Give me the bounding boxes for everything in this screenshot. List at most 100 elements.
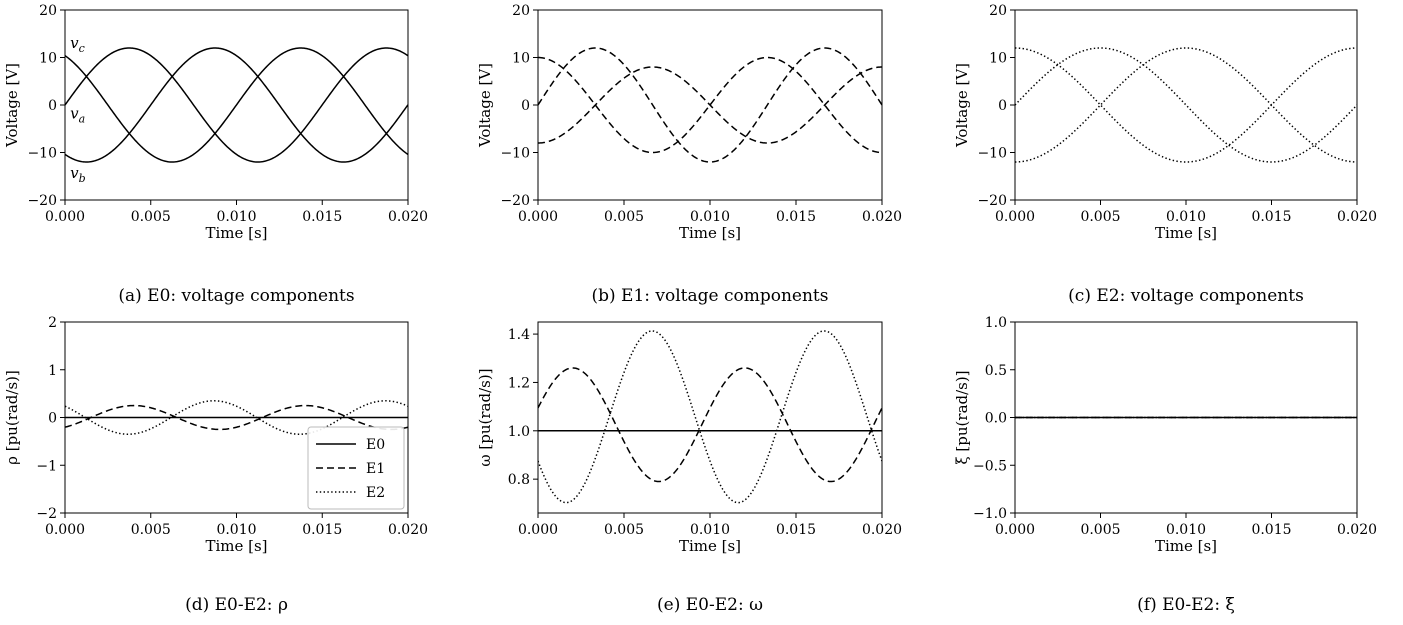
- x-tick-label: 0.015: [1251, 522, 1291, 538]
- chart-panel: 0.000 0.005 0.010 0.015 0.020 −2 −1 0 1 2 Time [s]…: [3, 315, 428, 615]
- x-axis-label: Time [s]: [1155, 224, 1217, 242]
- y-tick-label: −10: [977, 146, 1007, 162]
- y-tick-label: 1.2: [508, 375, 530, 391]
- chart-panel: 0.000 0.005 0.010 0.015 0.020 0.8 1.0 1.2 1.4 Tim…: [476, 321, 902, 615]
- phase-annotation: va: [70, 104, 85, 125]
- y-tick-label: −1: [36, 458, 57, 474]
- annotation-subscript: a: [79, 112, 86, 125]
- x-tick-label: 0.010: [1166, 209, 1206, 225]
- annotation-main: v: [70, 104, 79, 122]
- chart-panel: 0.000 0.005 0.010 0.015 0.020 −20 −10 0 10 20 Time…: [3, 3, 428, 306]
- x-tick-label: 0.000: [518, 522, 558, 538]
- panel-caption: (d) E0-E2: ρ: [185, 595, 288, 615]
- x-tick-label: 0.020: [862, 209, 902, 225]
- chart-panel: 0.000 0.005 0.010 0.015 0.020 −20 −10 0 10 20 Time…: [953, 3, 1377, 306]
- y-tick-label: −20: [27, 193, 57, 209]
- x-tick-label: 0.000: [995, 209, 1035, 225]
- y-tick-label: 0: [48, 411, 57, 427]
- y-tick-label: 0: [521, 98, 530, 114]
- series-line-1: [538, 367, 882, 483]
- x-tick-label: 0.010: [216, 209, 256, 225]
- x-tick-label: 0.000: [995, 522, 1035, 538]
- y-tick-label: 20: [512, 3, 530, 19]
- series-group: [538, 47, 882, 163]
- x-tick-label: 0.005: [1080, 522, 1120, 538]
- series-line-1: [65, 404, 408, 431]
- x-tick-label: 0.020: [388, 522, 428, 538]
- annotation-main: v: [70, 34, 79, 52]
- legend: E0 E1 E2: [307, 426, 405, 510]
- y-axis-label: ξ [pu(rad/s)]: [953, 370, 971, 464]
- x-tick-label: 0.015: [776, 522, 816, 538]
- y-tick-label: −1.0: [973, 506, 1007, 522]
- y-tick-label: 1.4: [508, 327, 530, 343]
- panel-caption: (e) E0-E2: ω: [657, 595, 763, 615]
- annotation-subscript: c: [79, 42, 85, 55]
- x-tick-label: 0.010: [216, 522, 256, 538]
- y-tick-label: −20: [977, 193, 1007, 209]
- series-group: [65, 400, 408, 435]
- y-tick-label: 1.0: [985, 315, 1007, 331]
- series-group: [1015, 47, 1357, 163]
- legend-label: E2: [366, 485, 385, 501]
- x-axis-label: Time [s]: [205, 537, 267, 555]
- x-tick-label: 0.005: [131, 209, 171, 225]
- panel-caption: (a) E0: voltage components: [118, 286, 354, 306]
- x-tick-label: 0.020: [1337, 522, 1377, 538]
- plot-frame: [537, 321, 883, 514]
- x-axis-label: Time [s]: [205, 224, 267, 242]
- series-line-2: [538, 66, 882, 144]
- y-axis-label: Voltage [V]: [3, 63, 21, 148]
- annotation-main: v: [70, 164, 79, 182]
- y-axis-label: Voltage [V]: [953, 63, 971, 148]
- y-axis-label: ρ [pu(rad/s)]: [3, 370, 21, 465]
- x-tick-label: 0.015: [776, 209, 816, 225]
- y-tick-label: 0: [998, 98, 1007, 114]
- y-tick-label: 10: [512, 51, 530, 67]
- y-tick-label: 10: [989, 51, 1007, 67]
- x-tick-label: 0.005: [131, 522, 171, 538]
- y-tick-label: −10: [27, 146, 57, 162]
- x-tick-label: 0.000: [45, 522, 85, 538]
- y-tick-label: 0.8: [508, 472, 530, 488]
- y-tick-label: −20: [500, 193, 530, 209]
- y-axis-label: ω [pu(rad/s)]: [476, 368, 494, 466]
- x-tick-label: 0.005: [604, 522, 644, 538]
- series-line-2: [65, 47, 408, 163]
- x-tick-label: 0.015: [302, 522, 342, 538]
- x-axis-label: Time [s]: [679, 224, 741, 242]
- phase-annotation: vb: [70, 164, 86, 185]
- x-axis-label: Time [s]: [1155, 537, 1217, 555]
- y-tick-label: 1.0: [508, 424, 530, 440]
- y-tick-label: 0.5: [985, 363, 1007, 379]
- phase-annotation: vc: [70, 34, 85, 55]
- x-tick-label: 0.015: [1251, 209, 1291, 225]
- y-tick-label: −10: [500, 146, 530, 162]
- series-group: [538, 330, 882, 504]
- x-tick-label: 0.020: [1337, 209, 1377, 225]
- y-tick-label: 10: [39, 51, 57, 67]
- y-tick-label: 1: [48, 363, 57, 379]
- x-tick-label: 0.010: [690, 209, 730, 225]
- series-line-1: [65, 47, 408, 163]
- y-tick-label: −2: [36, 506, 57, 522]
- x-tick-label: 0.020: [388, 209, 428, 225]
- x-tick-label: 0.000: [45, 209, 85, 225]
- y-tick-label: 0: [48, 98, 57, 114]
- series-line-0: [538, 47, 882, 163]
- panel-caption: (c) E2: voltage components: [1068, 286, 1304, 306]
- panel-caption: (f) E0-E2: ξ: [1137, 595, 1235, 615]
- x-tick-label: 0.010: [690, 522, 730, 538]
- y-axis-label: Voltage [V]: [476, 63, 494, 148]
- series-line-0: [65, 47, 408, 163]
- x-tick-label: 0.000: [518, 209, 558, 225]
- series-line-2: [65, 400, 408, 435]
- y-tick-label: 2: [48, 315, 57, 331]
- legend-label: E0: [366, 437, 385, 453]
- y-tick-label: −0.5: [973, 458, 1007, 474]
- panel-caption: (b) E1: voltage components: [591, 286, 828, 306]
- series-line-1: [1015, 47, 1357, 163]
- chart-panel: 0.000 0.005 0.010 0.015 0.020 −1.0 −0.5 0.0 0.5 1…: [953, 315, 1377, 615]
- y-tick-label: 20: [39, 3, 57, 19]
